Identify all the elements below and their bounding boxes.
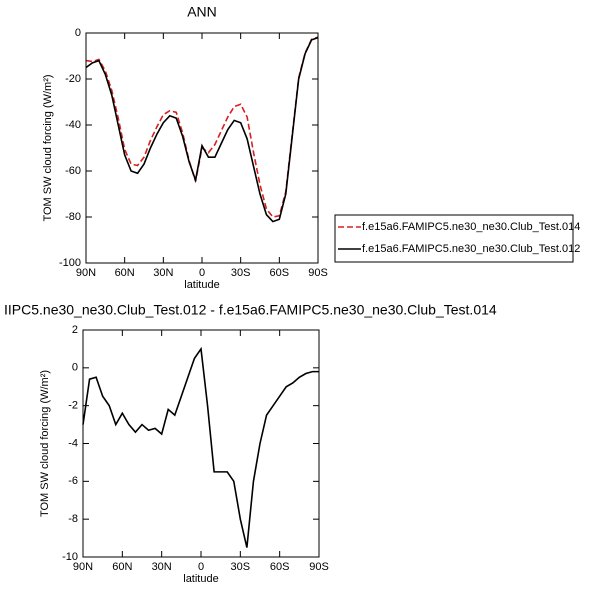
- x-tick-label: 90N: [73, 561, 93, 573]
- x-tick-label: 60N: [112, 561, 132, 573]
- y-tick-label: 0: [72, 362, 78, 374]
- legend-label: f.e15a6.FAMIPC5.ne30_ne30.Club_Test.012: [362, 243, 580, 255]
- x-tick-label: 90N: [76, 267, 96, 279]
- y-tick-label: -60: [65, 165, 81, 177]
- x-tick-label: 90S: [309, 561, 329, 573]
- y-tick-label: -100: [59, 257, 81, 269]
- x-tick-label: 60S: [270, 561, 290, 573]
- y-tick-label: 0: [75, 27, 81, 39]
- x-tick-label: 30S: [231, 267, 251, 279]
- y-axis-label: TOM SW cloud forcing (W/m²): [39, 370, 51, 517]
- plot-frame: [82, 329, 320, 558]
- x-tick-label: 60S: [270, 267, 290, 279]
- y-tick-label: -10: [62, 551, 78, 563]
- x-tick-label: 90S: [308, 267, 328, 279]
- data-line: [82, 346, 319, 548]
- legend-box: [334, 214, 574, 263]
- y-tick-label: -2: [68, 400, 78, 412]
- y-tick-label: -6: [68, 475, 78, 487]
- x-tick-label: 60N: [115, 267, 135, 279]
- legend-label: f.e15a6.FAMIPC5.ne30_ne30.Club_Test.014: [362, 221, 580, 233]
- x-tick-label: 30N: [152, 561, 172, 573]
- y-tick-label: -4: [68, 437, 78, 449]
- x-axis-label: latitude: [184, 279, 219, 291]
- x-tick-label: 30N: [153, 267, 173, 279]
- chart-title: ANN: [187, 4, 217, 20]
- x-tick-label: 0: [198, 561, 204, 573]
- x-tick-label: 0: [199, 267, 205, 279]
- y-tick-label: -80: [65, 211, 81, 223]
- x-axis-label: latitude: [183, 573, 218, 585]
- x-tick-label: 30S: [231, 561, 251, 573]
- data-line: [85, 36, 319, 218]
- y-axis-label: TOM SW cloud forcing (W/m²): [42, 74, 54, 221]
- data-line: [85, 36, 319, 223]
- y-tick-label: -8: [68, 513, 78, 525]
- y-tick-label: 2: [72, 324, 78, 336]
- y-tick-label: -40: [65, 119, 81, 131]
- chart-title: IIPC5.ne30_ne30.Club_Test.012 - f.e15a6.…: [4, 302, 497, 318]
- y-tick-label: -20: [65, 73, 81, 85]
